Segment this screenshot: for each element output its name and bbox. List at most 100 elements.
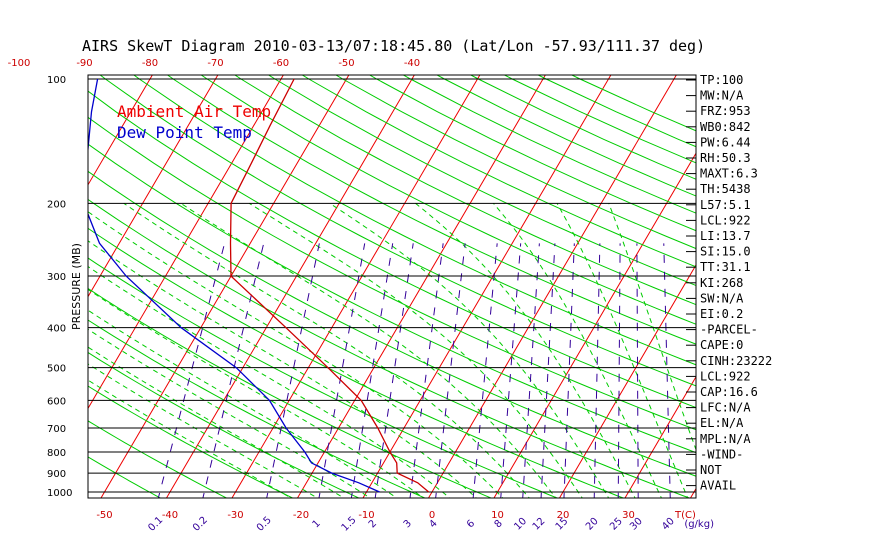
- moist-adiabat-line: [415, 202, 636, 498]
- isotherm-line: [88, 75, 219, 298]
- dry-adiabat-line: [88, 170, 696, 477]
- index-4: PW:6.44: [700, 135, 751, 149]
- pressure-tick-label: 500: [47, 364, 66, 375]
- pressure-tick-label: 200: [47, 199, 66, 210]
- pressure-tick-label: 900: [47, 469, 66, 480]
- mixing-ratio-tick-label: 1: [311, 518, 323, 530]
- mixing-ratio-line: [409, 243, 444, 498]
- mixing-ratio-tick-label: 12: [531, 516, 548, 533]
- pressure-tick-label: 700: [47, 424, 66, 435]
- dry-adiabat-line: [88, 319, 427, 498]
- top-temp-tick-label: -90: [76, 58, 92, 69]
- moist-adiabat-line: [88, 379, 293, 498]
- mixing-ratio-tick-label: 3: [402, 518, 414, 530]
- dry-adiabat-line: [234, 75, 696, 306]
- index-11: SI:15.0: [700, 245, 751, 259]
- index-16: -PARCEL-: [700, 323, 758, 337]
- index-5: RH:50.3: [700, 151, 751, 165]
- pressure-lines: [88, 78, 696, 493]
- index-18: CINH:23222: [700, 354, 772, 368]
- plot-frame: [87, 74, 697, 499]
- legend-ambient-air-temp: Ambient Air Temp: [117, 102, 271, 121]
- index-13: KI:268: [700, 276, 743, 290]
- bottom-temp-tick-label: -10: [358, 510, 374, 521]
- index-2: FRZ:953: [700, 104, 751, 118]
- mixing-ratio-line: [318, 243, 366, 498]
- mixing-ratio-line: [157, 243, 226, 498]
- top-temp-tick-label: -80: [142, 58, 158, 69]
- index-0: TP:100: [700, 73, 743, 87]
- index-12: TT:31.1: [700, 260, 751, 274]
- chart-title: AIRS SkewT Diagram 2010-03-13/07:18:45.8…: [82, 37, 705, 55]
- mixing-ratio-line: [636, 243, 639, 498]
- pressure-tick-label: 1000: [47, 488, 72, 499]
- dry-adiabat-line: [503, 75, 696, 164]
- top-temp-tick-label: -50: [338, 58, 354, 69]
- mixing-ratio-tick-label: 6: [465, 518, 477, 530]
- dry-adiabat-line: [301, 75, 696, 268]
- index-14: SW:N/A: [700, 291, 744, 305]
- isotherm-line: [624, 375, 696, 498]
- dry-adiabat-line: [335, 75, 696, 250]
- mixing-ratio-tick-label: 1.5: [340, 515, 359, 534]
- legend: Ambient Air Temp Dew Point Temp: [117, 102, 271, 142]
- index-25: NOT: [700, 463, 722, 477]
- pressure-tick-label: 800: [47, 448, 66, 459]
- dew-point-profile-line: [88, 78, 380, 493]
- bottom-temp-tick-label: -20: [293, 510, 309, 521]
- moist-adiabat-line: [88, 211, 504, 498]
- dry-adiabat-line: [88, 351, 361, 498]
- top-temp-tick-label: -70: [207, 58, 223, 69]
- dry-adiabat-line: [88, 90, 696, 409]
- index-24: -WIND-: [700, 447, 743, 461]
- index-15: EI:0.2: [700, 307, 743, 321]
- dry-adiabat-line: [88, 116, 696, 431]
- isotherm-line: [749, 39, 870, 509]
- index-1: MW:N/A: [700, 89, 744, 103]
- index-26: AVAIL: [700, 479, 736, 493]
- top-temp-tick-label: -40: [404, 58, 420, 69]
- bottom-temp-tick-label: 20: [557, 510, 570, 521]
- moist-adiabat-line: [88, 363, 319, 498]
- bottom-temp-tick-label: -40: [162, 510, 178, 521]
- moist-adiabat-line: [88, 346, 345, 498]
- top-temp-tick-label: -100: [8, 58, 31, 69]
- legend-dew-point-temp: Dew Point Temp: [117, 123, 252, 142]
- dry-adiabat-line: [88, 287, 493, 498]
- index-23: MPL:N/A: [700, 432, 751, 446]
- x-axis-label: T(C): [674, 510, 696, 521]
- dry-adiabat-line: [570, 75, 696, 132]
- mixing-ratio-line: [563, 243, 575, 498]
- isotherm-line: [427, 75, 677, 498]
- index-17: CAPE:0: [700, 338, 743, 352]
- moist-adiabat-line: [88, 309, 398, 498]
- mixing-ratio-line: [472, 243, 498, 498]
- pressure-tick-label: 300: [47, 272, 66, 283]
- dry-adiabat-line: [368, 75, 696, 232]
- moist-adiabat-line: [88, 288, 425, 498]
- index-19: LCL:922: [700, 369, 751, 383]
- profiles: [88, 78, 430, 493]
- moist-adiabat-line: [329, 202, 610, 498]
- mixing-ratio-tick-label: 0.5: [255, 515, 274, 534]
- mixing-ratio-line: [435, 243, 466, 498]
- mixing-ratio-tick-label: 2: [367, 518, 379, 530]
- dry-adiabat-line: [88, 143, 696, 454]
- dry-adiabat-line: [267, 75, 696, 287]
- top-temp-tick-label: -60: [273, 58, 289, 69]
- moist-adiabat-line: [123, 202, 530, 498]
- bottom-temp-tick-label: -50: [96, 510, 112, 521]
- pressure-tick-label: 100: [47, 75, 66, 86]
- isotherm-line: [88, 75, 153, 186]
- index-21: LFC:N/A: [700, 401, 751, 415]
- mixing-ratio-tick-label: 20: [584, 516, 601, 533]
- dry-adiabat-line: [99, 75, 696, 387]
- index-8: L57:5.1: [700, 198, 751, 212]
- moist-adiabat-line: [88, 328, 372, 498]
- mixing-ratio-line: [500, 243, 522, 498]
- isotherm-line: [100, 75, 350, 498]
- mixing-ratio-tick-label: 10: [512, 516, 529, 533]
- dry-adiabat-line: [166, 75, 696, 345]
- pressure-tick-label: 600: [47, 396, 66, 407]
